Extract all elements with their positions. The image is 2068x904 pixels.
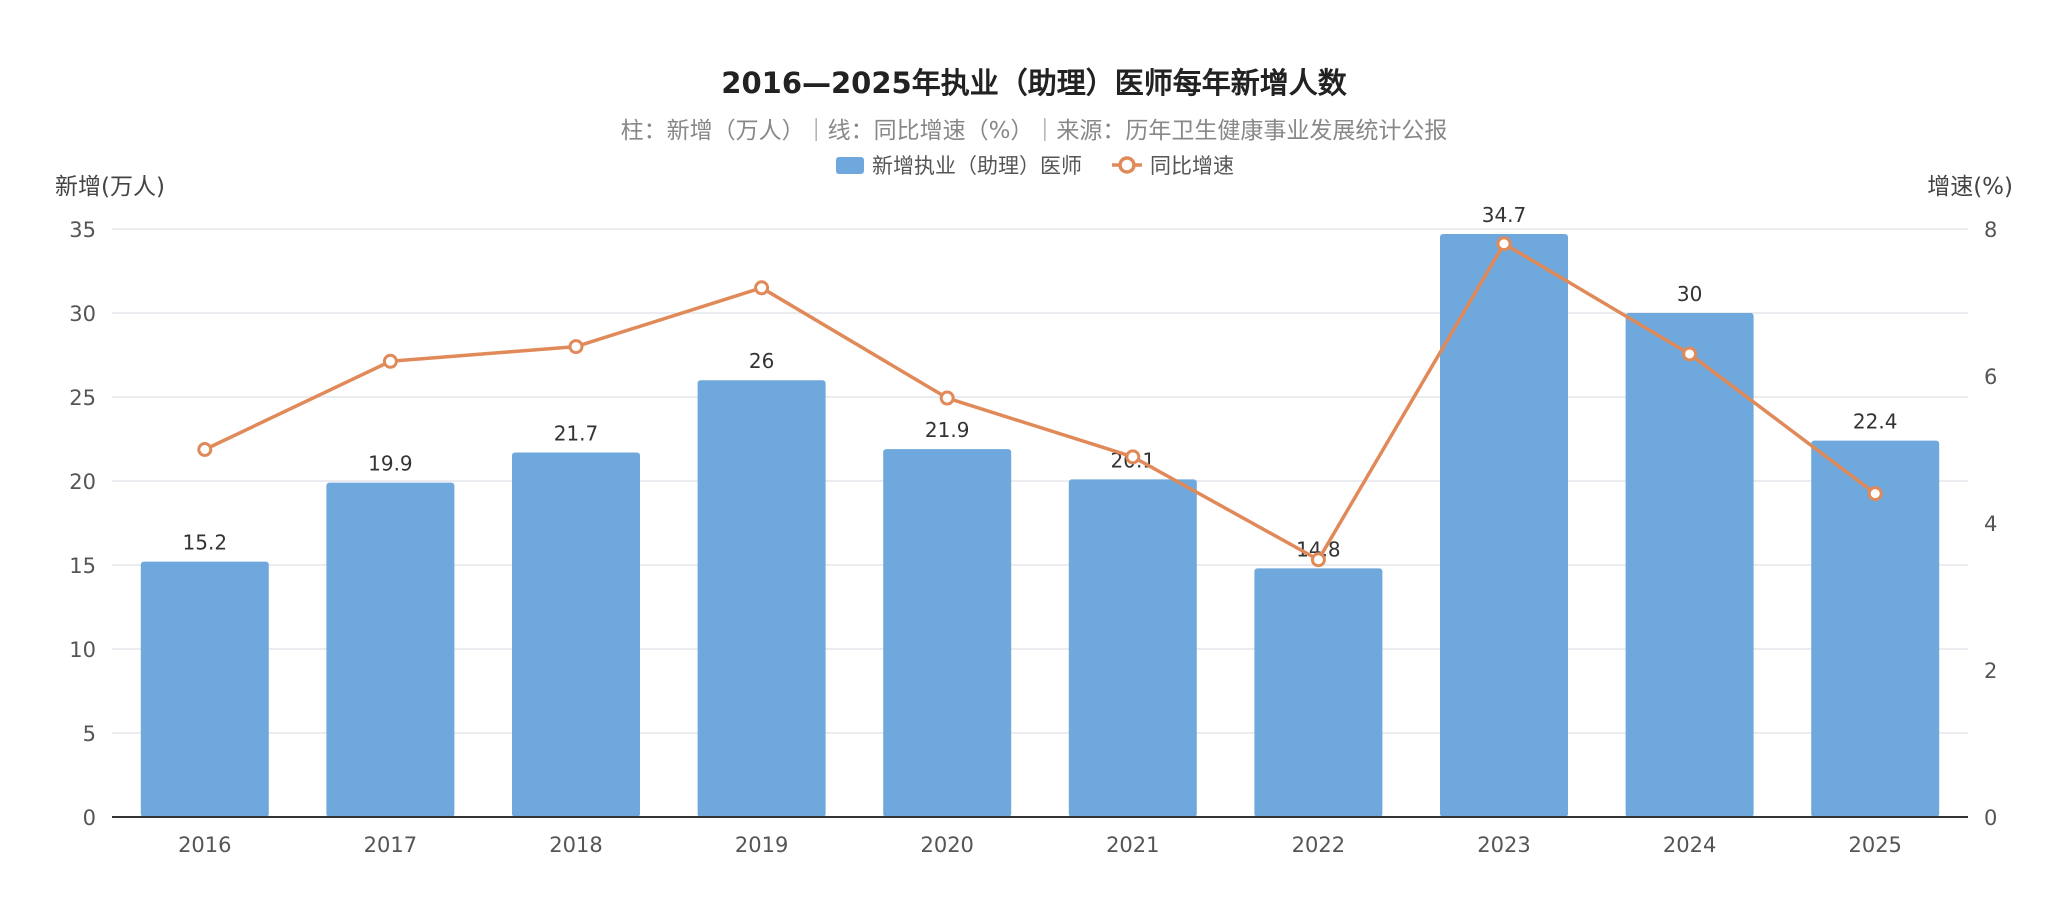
bar [1068, 479, 1197, 817]
x-tick-label: 2024 [1663, 833, 1716, 857]
bar-data-label: 34.7 [1482, 203, 1527, 227]
chart-subtitle: 柱：新增（万人）｜线：同比增速（%）｜来源：历年卫生健康事业发展统计公报 [621, 118, 1448, 144]
y-tick-label: 20 [69, 470, 96, 494]
legend-bar-swatch [836, 157, 864, 174]
x-tick-label: 2025 [1848, 833, 1901, 857]
legend-line-label: 同比增速 [1150, 154, 1234, 178]
x-tick-label: 2016 [178, 833, 231, 857]
y-tick-label: 25 [69, 386, 96, 410]
y-tick-label: 35 [69, 218, 96, 242]
x-tick-label: 2020 [920, 833, 973, 857]
bar [883, 449, 1012, 817]
bar [1254, 568, 1383, 817]
x-tick-label: 2022 [1292, 833, 1345, 857]
growth-rate-point [1496, 236, 1512, 252]
x-tick-label: 2018 [549, 833, 602, 857]
bar [1440, 234, 1568, 818]
y2-tick-label: 2 [1984, 659, 1997, 683]
y-tick-label: 30 [69, 302, 96, 326]
bar [326, 482, 455, 817]
growth-rate-line [204, 241, 1877, 562]
x-tick-label: 2021 [1106, 833, 1159, 857]
bar-data-label: 22.4 [1853, 410, 1898, 434]
bar [1811, 440, 1940, 817]
chart-title: 2016—2025年执业（助理）医师每年新增人数 [721, 66, 1347, 100]
bar-data-label: 30 [1677, 282, 1702, 306]
bar-series [140, 234, 1940, 818]
y2-tick-label: 4 [1984, 512, 1997, 536]
bar-data-label: 21.9 [925, 418, 970, 442]
y-tick-label: 15 [69, 554, 96, 578]
y-tick-label: 10 [69, 638, 96, 662]
y2-tick-label: 6 [1984, 365, 1997, 389]
growth-rate-point [1310, 552, 1326, 568]
bar [140, 561, 269, 817]
bar [1625, 313, 1754, 817]
growth-rate-point [939, 390, 955, 406]
y-tick-label: 0 [83, 806, 96, 830]
bar-data-label: 21.7 [554, 421, 599, 445]
y-tick-label: 5 [83, 722, 96, 746]
growth-rate-point [382, 353, 398, 369]
line-series [197, 236, 1883, 568]
x-tick-label: 2017 [364, 833, 417, 857]
bar-data-label: 26 [749, 349, 774, 373]
legend-line-marker [1118, 156, 1136, 174]
growth-rate-point [1125, 449, 1141, 465]
y2-tick-label: 8 [1984, 218, 1997, 242]
legend-bar-label: 新增执业（助理）医师 [872, 154, 1082, 178]
bar [697, 380, 826, 817]
legend: 新增执业（助理）医师 同比增速 [836, 154, 1234, 178]
growth-rate-point [1682, 346, 1698, 362]
y-axis-label: 新增(万人) [55, 174, 165, 200]
growth-rate-point [197, 442, 213, 457]
growth-rate-point [754, 280, 770, 296]
y2-axis-label: 增速(%) [1927, 174, 2013, 200]
bar [512, 452, 640, 817]
bar-data-label: 19.9 [368, 452, 413, 476]
x-tick-label: 2023 [1477, 833, 1530, 857]
bar-data-label: 15.2 [183, 531, 228, 555]
growth-rate-point [568, 339, 584, 355]
y2-tick-label: 0 [1984, 806, 1997, 830]
x-tick-label: 2019 [735, 833, 788, 857]
growth-rate-point [1867, 486, 1883, 502]
